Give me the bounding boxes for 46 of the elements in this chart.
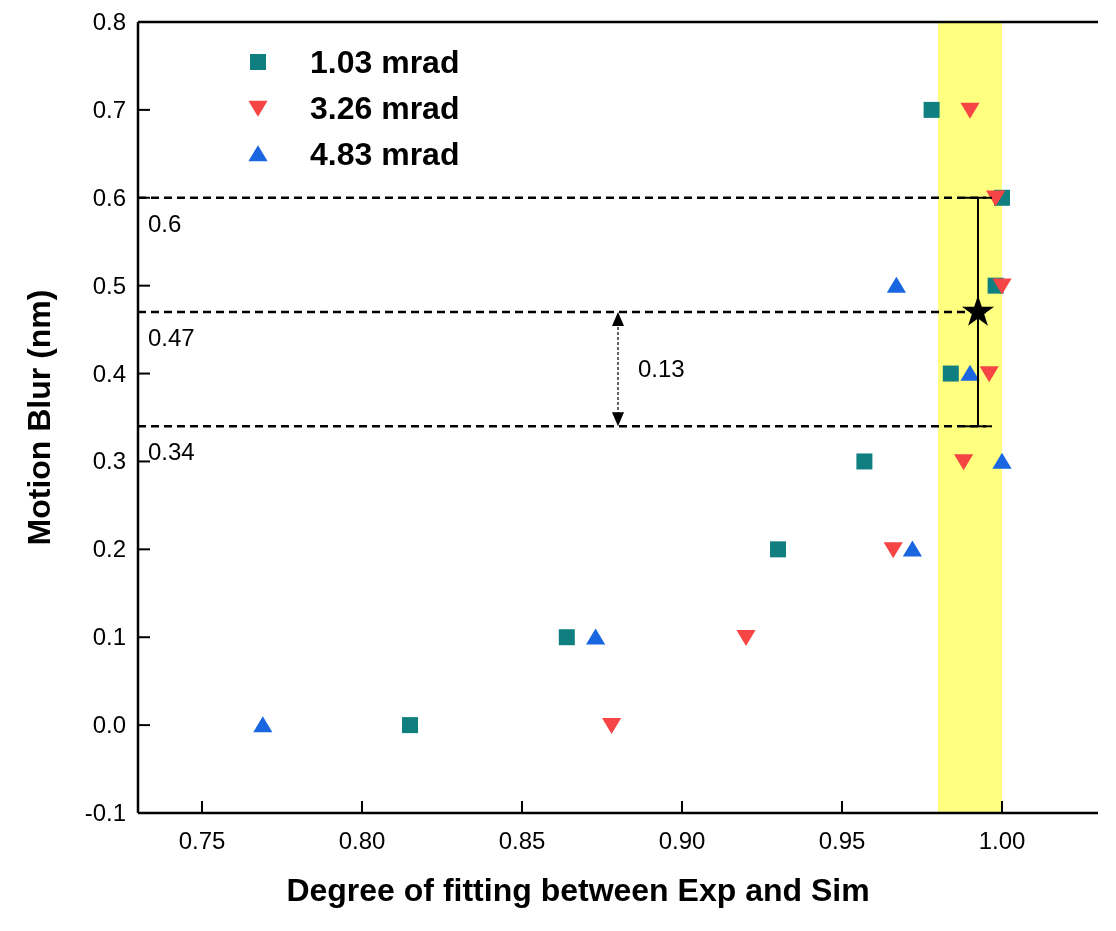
y-tick-label: 0.0 xyxy=(92,711,126,739)
x-tick-label: 1.00 xyxy=(978,827,1026,854)
y-tick-label: 0.4 xyxy=(92,359,126,387)
point xyxy=(960,102,980,119)
point xyxy=(923,101,940,118)
x-tick-label: 0.90 xyxy=(658,827,706,854)
point xyxy=(602,717,622,734)
point xyxy=(856,453,873,470)
point xyxy=(986,190,1006,207)
y-axis-title: Motion Blur (nm) xyxy=(21,289,57,546)
point xyxy=(954,454,974,471)
y-tick-label: 0.6 xyxy=(92,183,126,211)
y-tick-label: 0.2 xyxy=(92,535,126,563)
point xyxy=(992,278,1012,295)
point xyxy=(736,630,756,647)
point xyxy=(883,542,903,559)
legend-label: 1.03 mrad xyxy=(310,44,460,80)
point xyxy=(402,717,418,734)
point xyxy=(886,276,906,293)
point xyxy=(961,295,995,326)
x-tick-label: 0.75 xyxy=(178,827,226,854)
point xyxy=(586,628,606,645)
x-axis-title: Degree of fitting between Exp and Sim xyxy=(286,872,870,908)
y-tick-label: 0.1 xyxy=(92,623,126,651)
point xyxy=(770,541,786,558)
legend-label: 3.26 mrad xyxy=(310,90,460,126)
x-tick-label: 0.80 xyxy=(338,827,386,854)
point xyxy=(979,366,999,383)
y-tick-label: 0.7 xyxy=(92,95,126,123)
point xyxy=(992,452,1012,469)
x-tick-label: 0.95 xyxy=(818,827,866,854)
legend-label: 4.83 mrad xyxy=(310,136,460,172)
y-tick-label: 0.3 xyxy=(92,447,126,475)
x-tick-label: 0.85 xyxy=(498,827,546,854)
ref-line-label: 0.47 xyxy=(148,324,195,352)
y-tick-label: -0.1 xyxy=(84,799,126,826)
point xyxy=(960,364,980,381)
y-tick-label: 0.5 xyxy=(92,271,126,299)
point xyxy=(558,629,575,646)
point xyxy=(253,716,273,733)
y-tick-label: 0.8 xyxy=(92,8,126,35)
ref-line-label: 0.34 xyxy=(148,438,195,466)
annotation: 0.13 xyxy=(638,355,685,383)
point xyxy=(942,365,959,382)
point xyxy=(902,540,922,557)
ref-line-label: 0.6 xyxy=(148,209,182,237)
